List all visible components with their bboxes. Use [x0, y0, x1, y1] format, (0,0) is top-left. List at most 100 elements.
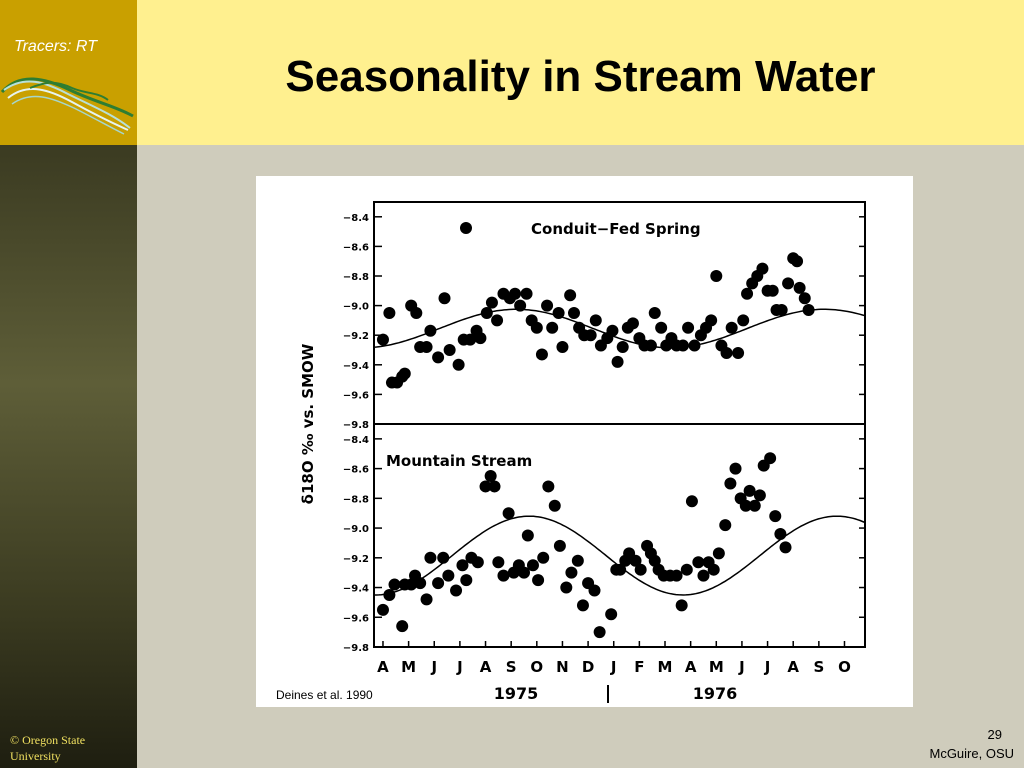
data-point: [556, 341, 569, 354]
river-waves-icon: [0, 77, 134, 135]
x-tick-label: J: [430, 658, 437, 676]
panel-title: Conduit−Fed Spring: [531, 220, 701, 238]
data-point: [782, 277, 795, 290]
x-tick-label: S: [506, 658, 517, 676]
data-point: [526, 559, 539, 572]
x-tick-label: A: [480, 658, 492, 676]
logo-text: Tracers: RT: [14, 38, 97, 55]
data-point: [724, 477, 737, 490]
y-tick-label: −9.0: [343, 524, 369, 535]
y-tick-label: −8.4: [343, 213, 369, 224]
data-point: [424, 551, 437, 564]
data-point: [739, 499, 752, 512]
y-axis-label: δ18O ‰ vs. SMOW: [299, 343, 317, 504]
data-point: [474, 332, 487, 345]
data-point: [484, 470, 497, 483]
data-point: [675, 599, 688, 612]
data-point: [626, 317, 639, 330]
panel-frame: [373, 423, 866, 648]
x-tick-label: J: [456, 658, 463, 676]
data-point: [443, 344, 456, 356]
data-point: [414, 577, 427, 590]
data-point: [725, 321, 738, 334]
data-point: [720, 346, 733, 359]
data-point: [655, 321, 668, 334]
data-point: [438, 292, 451, 305]
data-point: [376, 333, 389, 346]
copyright: © Oregon State University: [10, 732, 85, 764]
data-point: [584, 329, 597, 342]
year-label: 1976: [693, 684, 738, 703]
data-point: [616, 341, 629, 354]
data-point: [420, 593, 433, 606]
data-point: [753, 489, 766, 502]
x-tick-label: J: [764, 658, 771, 676]
data-point: [432, 351, 445, 364]
data-point: [552, 307, 565, 319]
data-point: [707, 563, 720, 576]
data-point: [676, 339, 689, 352]
panel-title: Mountain Stream: [386, 452, 532, 470]
y-tick-label: −9.4: [343, 584, 369, 595]
y-tick-label: −9.8: [343, 643, 369, 654]
data-point: [688, 339, 701, 352]
data-point: [480, 307, 493, 319]
year-label: 1975: [494, 684, 539, 703]
data-point: [535, 348, 548, 361]
slide-title: Seasonality in Stream Water: [285, 52, 876, 101]
data-point: [491, 314, 504, 327]
x-tick-label: D: [582, 658, 594, 676]
y-tick-label: −9.2: [343, 554, 369, 565]
data-point: [764, 452, 777, 465]
author: McGuire, OSU: [929, 746, 1014, 761]
data-point: [571, 554, 584, 567]
data-point: [471, 556, 484, 569]
y-tick-label: −8.8: [343, 272, 369, 283]
y-tick-label: −9.4: [343, 361, 369, 372]
data-point: [396, 620, 409, 633]
data-point: [629, 554, 642, 567]
x-tick-label: N: [556, 658, 569, 676]
data-point: [644, 339, 657, 352]
data-point: [743, 484, 756, 497]
x-tick-label: F: [634, 658, 644, 676]
data-point: [532, 574, 545, 587]
x-tick-label: S: [813, 658, 824, 676]
data-point: [576, 599, 589, 612]
x-tick-label: M: [401, 658, 416, 676]
data-point: [756, 262, 769, 275]
data-point: [779, 541, 792, 554]
data-point: [383, 307, 396, 319]
data-point: [680, 563, 693, 576]
x-tick-label: O: [530, 658, 543, 676]
data-point: [634, 563, 647, 576]
data-point: [769, 510, 782, 523]
data-point: [614, 563, 627, 576]
data-point: [588, 584, 601, 597]
y-tick-label: −8.6: [343, 242, 369, 253]
data-point: [648, 307, 661, 319]
data-point: [737, 314, 750, 327]
data-point: [424, 324, 437, 337]
y-tick-label: −8.4: [343, 435, 369, 446]
data-point: [605, 608, 618, 621]
x-tick-label: M: [658, 658, 673, 676]
data-point: [437, 551, 450, 564]
data-point: [697, 569, 710, 582]
data-point: [485, 296, 498, 309]
data-point: [546, 321, 559, 334]
data-point: [670, 569, 683, 582]
copyright-line-2: University: [10, 749, 61, 763]
data-point: [798, 292, 811, 305]
data-point: [611, 355, 624, 368]
y-tick-label: −8.8: [343, 494, 369, 505]
data-point: [748, 499, 761, 512]
data-point: [520, 287, 533, 300]
data-point: [388, 578, 401, 591]
copyright-line-1: © Oregon State: [10, 733, 86, 747]
data-point: [775, 304, 788, 317]
data-point: [589, 314, 602, 327]
data-point: [712, 547, 725, 560]
data-point: [398, 367, 411, 380]
data-point: [567, 307, 580, 319]
